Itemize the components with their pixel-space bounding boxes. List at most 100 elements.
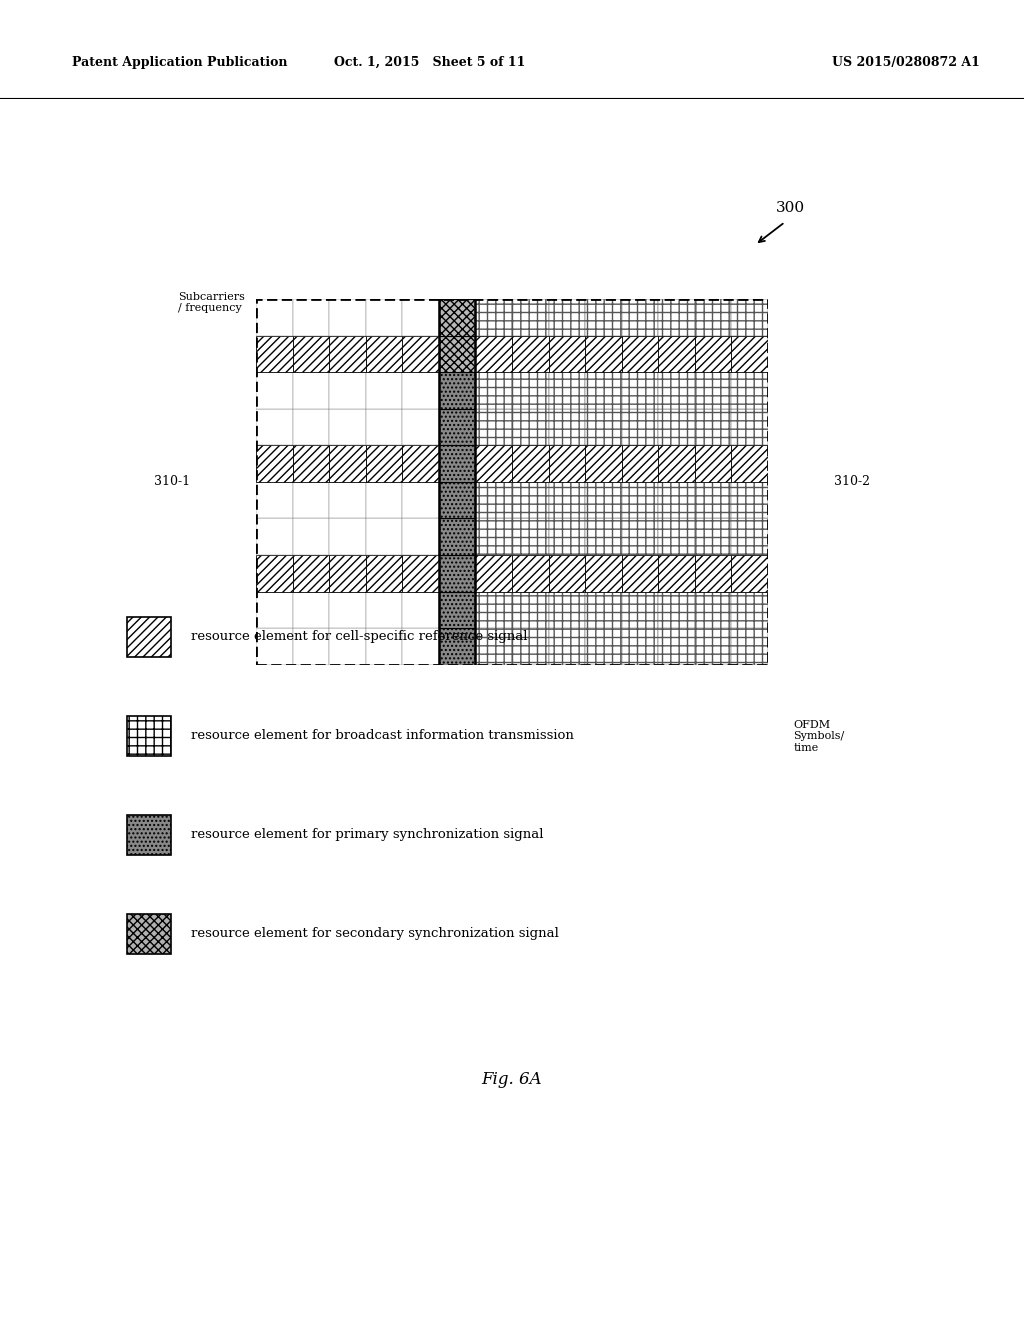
Bar <box>549 335 585 372</box>
Text: resource element for primary synchronization signal: resource element for primary synchroniza… <box>190 829 544 841</box>
Bar <box>695 482 731 519</box>
Bar <box>293 445 329 482</box>
Bar <box>658 409 695 445</box>
Bar <box>475 409 512 445</box>
Bar <box>293 591 329 628</box>
Text: 310-2: 310-2 <box>834 475 869 488</box>
Text: 300: 300 <box>775 201 805 215</box>
Text: Oct. 1, 2015   Sheet 5 of 11: Oct. 1, 2015 Sheet 5 of 11 <box>335 57 525 69</box>
Bar <box>695 554 731 591</box>
Bar <box>402 591 439 628</box>
Bar <box>329 482 366 519</box>
Bar <box>475 628 512 665</box>
Bar <box>512 298 549 335</box>
Bar <box>731 519 768 554</box>
Bar <box>329 409 366 445</box>
Bar <box>695 591 731 628</box>
Bar <box>329 519 366 554</box>
Bar <box>329 591 366 628</box>
Bar <box>585 409 622 445</box>
Bar <box>731 445 768 482</box>
Bar <box>658 591 695 628</box>
Bar <box>512 445 549 482</box>
Bar <box>439 409 475 445</box>
Bar <box>549 482 585 519</box>
Bar <box>256 409 293 445</box>
Bar <box>439 591 475 628</box>
Bar <box>731 409 768 445</box>
Bar <box>256 519 293 554</box>
Bar <box>731 628 768 665</box>
Bar <box>439 335 475 372</box>
Bar <box>512 335 549 372</box>
Bar <box>256 298 293 335</box>
Bar <box>439 519 475 554</box>
Bar <box>475 298 512 335</box>
Bar <box>475 554 512 591</box>
Bar <box>439 445 475 482</box>
Text: Subcarriers
/ frequency: Subcarriers / frequency <box>178 292 245 313</box>
Bar <box>293 409 329 445</box>
Bar <box>658 628 695 665</box>
Bar <box>256 554 293 591</box>
Bar <box>585 591 622 628</box>
Bar <box>402 335 439 372</box>
Bar <box>366 591 402 628</box>
Bar <box>293 372 329 409</box>
Bar <box>366 298 402 335</box>
Bar <box>475 591 512 628</box>
Bar <box>585 628 622 665</box>
Bar <box>658 482 695 519</box>
Bar <box>329 628 366 665</box>
Bar <box>366 519 402 554</box>
Bar <box>293 335 329 372</box>
Text: resource element for secondary synchronization signal: resource element for secondary synchroni… <box>190 928 559 940</box>
Bar <box>622 482 658 519</box>
Bar <box>366 335 402 372</box>
Bar <box>695 335 731 372</box>
Bar <box>585 335 622 372</box>
Bar <box>585 445 622 482</box>
Bar <box>585 372 622 409</box>
Bar <box>127 616 171 656</box>
Bar <box>731 554 768 591</box>
Bar <box>549 298 585 335</box>
Bar <box>256 372 293 409</box>
Bar <box>622 372 658 409</box>
Bar <box>402 445 439 482</box>
Bar <box>402 372 439 409</box>
Bar <box>475 482 512 519</box>
Bar <box>549 445 585 482</box>
Bar <box>658 445 695 482</box>
Bar <box>293 298 329 335</box>
Bar <box>366 372 402 409</box>
Bar <box>293 482 329 519</box>
Bar <box>695 445 731 482</box>
Bar <box>366 628 402 665</box>
Bar <box>329 445 366 482</box>
Bar <box>439 628 475 665</box>
Bar <box>402 554 439 591</box>
Bar <box>439 298 475 335</box>
Bar <box>127 913 171 953</box>
Bar <box>475 335 512 372</box>
Text: OFDM
Symbols/
time: OFDM Symbols/ time <box>794 719 845 752</box>
Text: 310-1: 310-1 <box>154 475 190 488</box>
Bar <box>512 372 549 409</box>
Bar <box>731 591 768 628</box>
Bar <box>329 372 366 409</box>
Bar <box>402 298 439 335</box>
Bar <box>512 482 549 519</box>
Bar <box>127 814 171 855</box>
Bar <box>512 628 549 665</box>
Bar <box>549 372 585 409</box>
Text: Fig. 6A: Fig. 6A <box>481 1072 543 1089</box>
Text: US 2015/0280872 A1: US 2015/0280872 A1 <box>833 57 980 69</box>
Bar <box>731 482 768 519</box>
Bar <box>256 628 293 665</box>
Bar <box>293 628 329 665</box>
Bar <box>329 554 366 591</box>
Bar <box>695 409 731 445</box>
Text: resource element for broadcast information transmission: resource element for broadcast informati… <box>190 730 573 742</box>
Bar <box>658 335 695 372</box>
